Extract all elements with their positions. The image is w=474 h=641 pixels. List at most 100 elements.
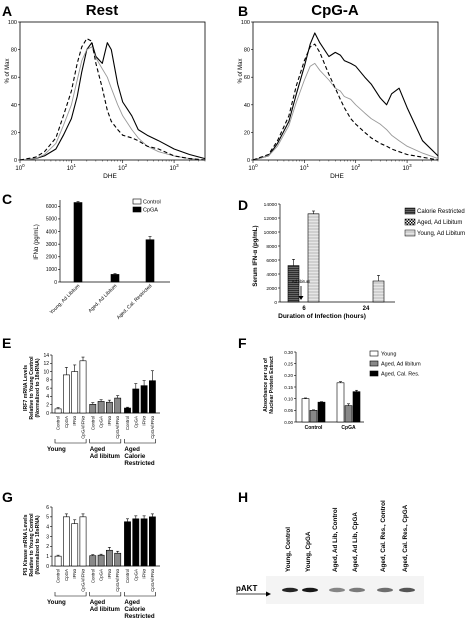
bar-cpga [110, 274, 120, 283]
panel-F-letter: F [238, 335, 247, 351]
lane-label: Young, Control [285, 527, 292, 572]
bar-ifn- [106, 401, 113, 414]
panel-E-ylabel-3: (Normalized to 18sRNA) [35, 358, 41, 417]
panel-A-letter: A [2, 3, 12, 19]
panel-A-title: Rest [86, 2, 119, 19]
y-tick-label: 2000 [46, 255, 57, 261]
bar-aged-cal-res- [317, 401, 326, 423]
plot-frame [19, 21, 206, 161]
series-line-dashed [19, 38, 206, 161]
bar-control [54, 408, 62, 414]
y-tick-label: 0 [247, 158, 250, 164]
x-bar-label: CpGA/IFNα [150, 569, 155, 592]
y-tick-label: 6 [46, 386, 49, 392]
x-tick-label: 6 [302, 306, 306, 312]
group-bracket [124, 592, 156, 597]
x-bar-label: CpGA/IFNα [150, 416, 155, 439]
bar-cpga-ifn- [79, 516, 87, 567]
panel-B-title: CpG-A [311, 2, 359, 19]
bar-ifn- [140, 385, 148, 414]
x-bar-label: IFNα [107, 569, 112, 579]
y-tick-label: 40 [11, 103, 17, 109]
panel-G-ylabel-3: (Normalized to 18sRNA) [35, 515, 41, 574]
y-tick-label: 6 [46, 505, 49, 511]
y-tick-label: 0.05 [284, 408, 293, 413]
blot-band [349, 587, 365, 593]
panel-A-xlabel: DHE [103, 173, 117, 180]
panel-D-axes: 0 2000 4000 6000 8000 10000 12000 14000 6 24 Ad li… [264, 202, 466, 312]
group-label: Calorie [124, 453, 146, 460]
y-tick-label: 0 [274, 300, 277, 306]
bar-cpga [132, 518, 140, 567]
x-tick-exponent: 0 [255, 163, 258, 168]
y-tick-label: 20 [11, 130, 17, 136]
legend-label-cpga: CpGA [143, 208, 158, 214]
bar-cpga-ifn- [149, 516, 156, 567]
x-bar-label: CpGA/IFNα [115, 416, 120, 439]
panel-H-band-label: pAKT [236, 584, 257, 593]
x-tick-exponent: 1 [306, 163, 309, 168]
legend-label: Aged, Ad Libitum [417, 220, 462, 226]
bar-control [54, 555, 62, 567]
bar-cpga-ifn- [149, 380, 156, 414]
y-tick-label: 2 [46, 544, 49, 550]
group-label: Young [47, 446, 66, 453]
lane-label: Aged, Ad Lib, CpGA [352, 512, 359, 572]
panel-B-xlabel: DHE [330, 173, 344, 180]
x-bar-label: Control [90, 416, 95, 430]
group-bracket [124, 439, 156, 444]
bar-ifn- [71, 371, 79, 414]
bar-cpga [62, 516, 70, 567]
group-label: Young [47, 599, 66, 606]
y-tick-label: 10000 [264, 230, 278, 236]
bar-young [301, 398, 310, 423]
x-tick-exponent: 0 [22, 163, 25, 168]
bar-ifn- [106, 549, 113, 567]
panel-A-ylabel: % of Max [5, 58, 11, 83]
x-bar-label: CpGA [64, 416, 69, 428]
group-bracket [54, 439, 87, 444]
panel-F-ylabel-1: Absorbance per ug of [263, 358, 269, 412]
x-tick-label: 101 [67, 163, 77, 172]
y-tick-label: 0 [54, 280, 57, 286]
bar-cpga [132, 388, 140, 414]
group-bracket [89, 592, 122, 597]
y-tick-label: 8 [46, 378, 49, 384]
x-bar-label: Control [125, 416, 130, 430]
group-label: Calorie [124, 606, 146, 613]
y-tick-label: 4000 [46, 229, 57, 235]
bar-cpga-ifn- [114, 397, 122, 414]
group-label: Restricted [124, 613, 154, 620]
group-label: Restricted [124, 460, 154, 467]
legend-label: Young [381, 352, 396, 358]
y-tick-label: 8000 [266, 244, 277, 250]
x-bar-label: IFNα [72, 569, 77, 579]
panel-H-western-blot: Young, Control Young, CpGA Aged, Ad Lib, C… [236, 500, 424, 604]
panel-G-ylabel-1: PI3 Kinase mRNA Levels [23, 514, 29, 575]
legend-swatch [369, 360, 379, 367]
x-tick-label: 100 [248, 163, 258, 172]
y-tick-label: 2000 [266, 286, 277, 292]
x-bar-label: IFNα [142, 416, 147, 426]
x-category-label: Young, Ad Libitum [49, 283, 82, 316]
y-tick-label: 60 [244, 75, 250, 81]
blot-band [329, 587, 345, 593]
bar-control [89, 555, 97, 567]
y-tick-label: 4000 [266, 272, 277, 278]
x-bar-label: Control [90, 569, 95, 583]
band-arrow-head [266, 591, 271, 597]
x-tick-label: 24 [363, 306, 370, 312]
panel-F-axes: 0.00 0.05 0.10 0.15 0.20 0.25 0.30 Control CpGA Y… [284, 350, 421, 431]
y-tick-label: 2 [46, 403, 49, 409]
legend-label: Young, Ad Libitum [417, 231, 465, 237]
panel-F-ylabel-2: Nuclear Protein Extract [269, 356, 275, 414]
x-category-label: Aged, Ad Libitum [87, 283, 118, 314]
x-tick-exponent: 2 [358, 163, 361, 168]
bar-young [336, 382, 345, 423]
x-tick-label: 102 [118, 163, 128, 172]
y-tick-label: 0.30 [284, 350, 293, 355]
panel-E-ylabel-1: IRF7 mRNA Levels [23, 365, 29, 411]
y-tick-label: 6000 [46, 204, 57, 210]
